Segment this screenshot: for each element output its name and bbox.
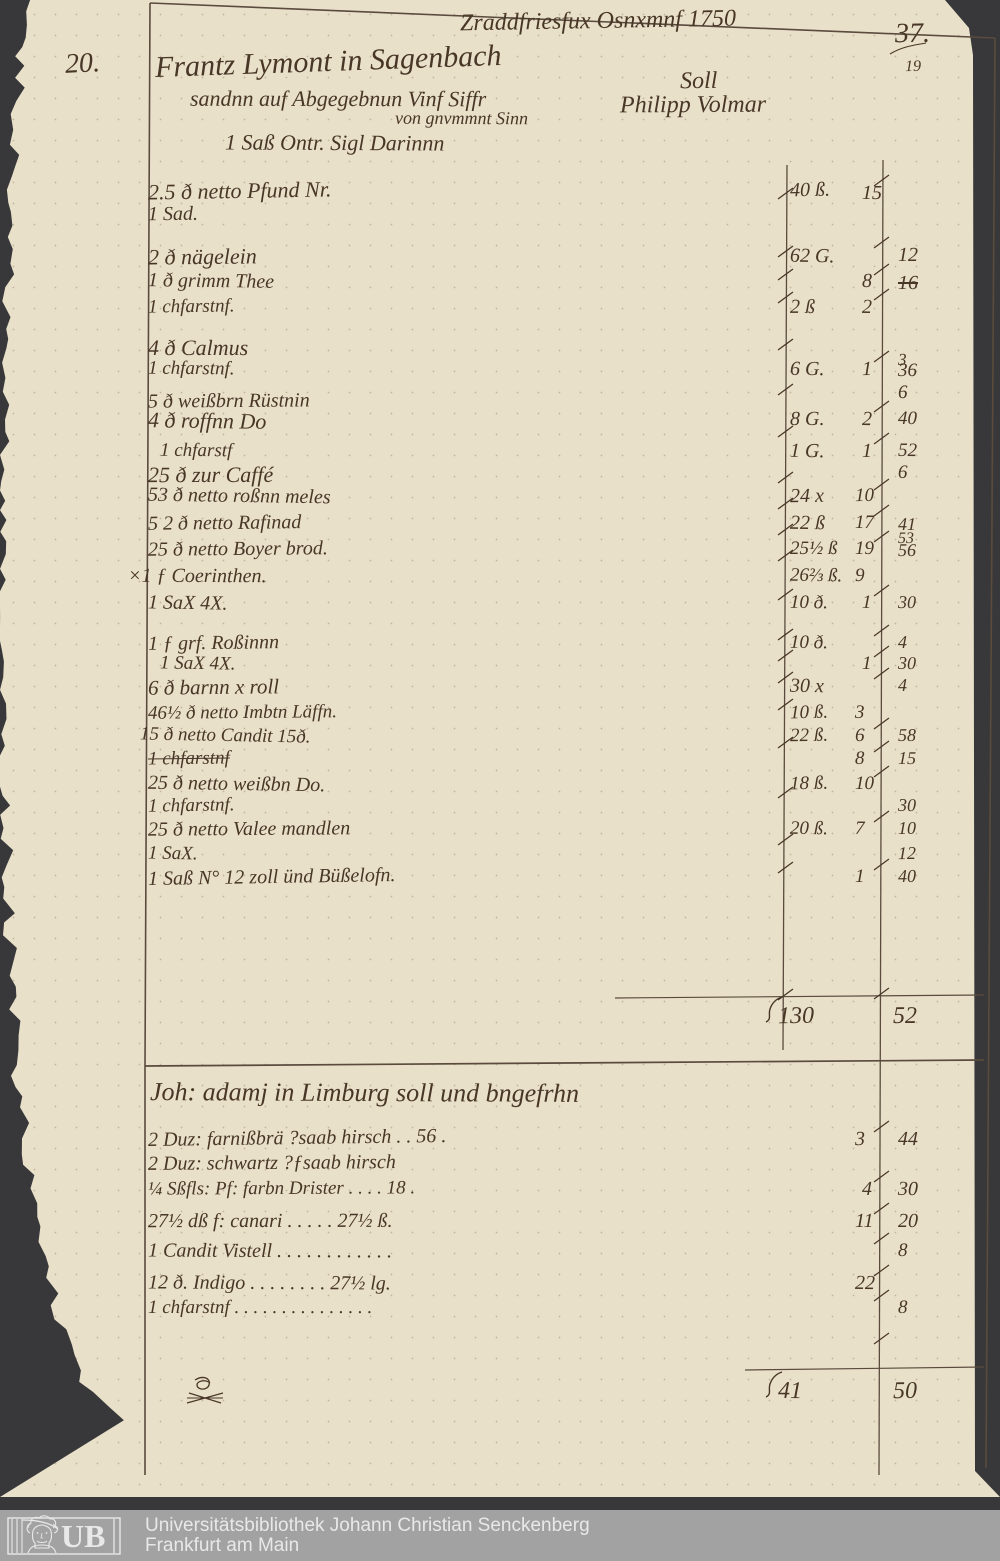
svg-text:UB: UB: [61, 1518, 105, 1554]
